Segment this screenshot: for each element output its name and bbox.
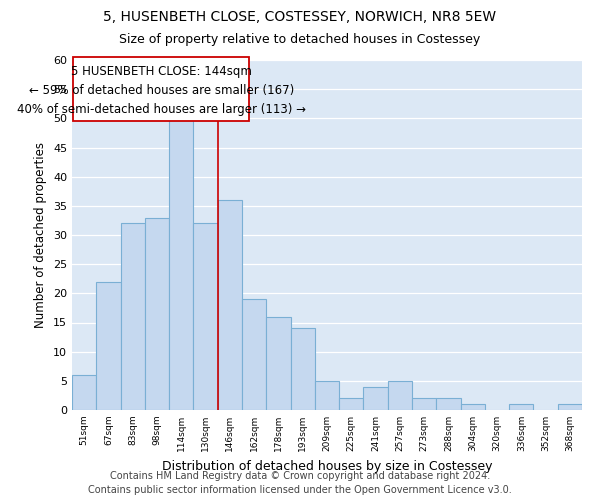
Text: ← 59% of detached houses are smaller (167): ← 59% of detached houses are smaller (16… bbox=[29, 84, 294, 97]
Y-axis label: Number of detached properties: Number of detached properties bbox=[34, 142, 47, 328]
Bar bbox=[339, 398, 364, 410]
Bar bbox=[558, 404, 582, 410]
Bar bbox=[242, 299, 266, 410]
Bar bbox=[412, 398, 436, 410]
Bar bbox=[218, 200, 242, 410]
Bar bbox=[145, 218, 169, 410]
Bar bbox=[72, 375, 96, 410]
Text: Size of property relative to detached houses in Costessey: Size of property relative to detached ho… bbox=[119, 32, 481, 46]
Bar bbox=[364, 386, 388, 410]
Text: 40% of semi-detached houses are larger (113) →: 40% of semi-detached houses are larger (… bbox=[17, 103, 306, 116]
Bar bbox=[461, 404, 485, 410]
Bar bbox=[388, 381, 412, 410]
Text: 5, HUSENBETH CLOSE, COSTESSEY, NORWICH, NR8 5EW: 5, HUSENBETH CLOSE, COSTESSEY, NORWICH, … bbox=[103, 10, 497, 24]
Bar bbox=[96, 282, 121, 410]
Bar bbox=[315, 381, 339, 410]
X-axis label: Distribution of detached houses by size in Costessey: Distribution of detached houses by size … bbox=[162, 460, 492, 472]
Bar bbox=[266, 316, 290, 410]
Text: 5 HUSENBETH CLOSE: 144sqm: 5 HUSENBETH CLOSE: 144sqm bbox=[71, 64, 251, 78]
Bar bbox=[436, 398, 461, 410]
Bar bbox=[121, 224, 145, 410]
Bar bbox=[290, 328, 315, 410]
Bar bbox=[169, 118, 193, 410]
Bar bbox=[509, 404, 533, 410]
Bar bbox=[193, 224, 218, 410]
Text: Contains HM Land Registry data © Crown copyright and database right 2024.
Contai: Contains HM Land Registry data © Crown c… bbox=[88, 471, 512, 495]
